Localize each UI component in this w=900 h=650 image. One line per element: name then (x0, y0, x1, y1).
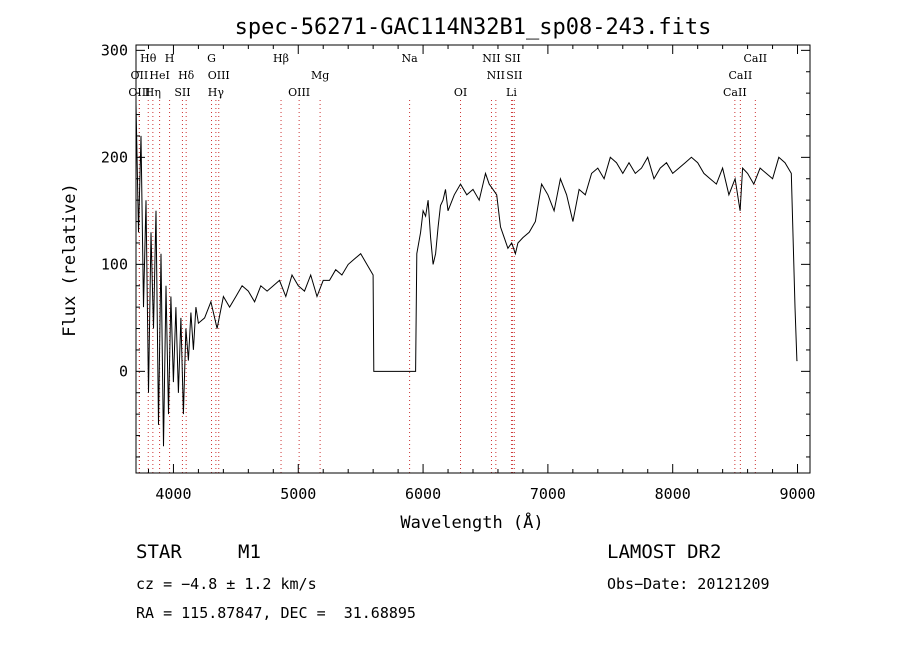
spectrum-series (135, 103, 798, 447)
y-tick-label-0: 0 (119, 362, 128, 380)
chart-title: spec-56271-GAC114N32B1_sp08-243.fits (235, 15, 712, 40)
line-marker-label-21: OI (454, 86, 467, 99)
observation-date: Obs−Date: 20121209 (607, 575, 770, 593)
x-tick-label-3: 7000 (530, 485, 566, 503)
line-marker-label-12: Mg (311, 69, 329, 82)
x-axis: 4000 5000 6000 7000 8000 9000 (147, 45, 816, 503)
line-marker-label-3: Hβ (273, 52, 289, 65)
line-marker-label-17: Hη (145, 86, 161, 99)
line-marker-label-9: HeI (149, 69, 169, 82)
line-marker-label-10: Hδ (178, 69, 195, 82)
line-marker-label-7: CaII (743, 52, 767, 65)
x-tick-label-2: 6000 (405, 485, 441, 503)
line-marker-label-2: G (207, 52, 216, 65)
redshift-cz: cz = −4.8 ± 1.2 km/s (136, 575, 317, 593)
line-marker-label-19: Hγ (208, 86, 225, 99)
y-tick-label-3: 300 (101, 41, 128, 59)
line-marker-label-5: NII (482, 52, 500, 65)
x-tick-label-1: 5000 (280, 485, 316, 503)
line-marker-label-4: Na (402, 52, 419, 65)
line-marker-label-18: SII (174, 86, 190, 99)
x-axis-label: Wavelength (Å) (400, 511, 543, 533)
line-marker-label-1: H (165, 52, 175, 65)
coordinates: RA = 115.87847, DEC = 31.68895 (136, 604, 416, 622)
line-marker-label-16: OIII (128, 86, 150, 99)
spectrum-line (135, 103, 798, 447)
line-marker-label-8: OII (131, 69, 149, 82)
line-marker-label-13: NII (487, 69, 505, 82)
line-marker-label-11: OIII (208, 69, 230, 82)
survey-label: LAMOST DR2 (607, 541, 722, 563)
y-tick-label-1: 100 (101, 255, 128, 273)
x-tick-label-0: 4000 (155, 485, 191, 503)
line-marker-label-6: SII (504, 52, 520, 65)
plot-frame (135, 44, 811, 474)
line-marker-label-22: Li (506, 86, 517, 99)
line-marker-label-20: OIII (288, 86, 310, 99)
y-axis: 0 100 200 300 (101, 41, 810, 458)
line-marker-label-14: SII (506, 69, 522, 82)
line-marker-label-23: CaII (723, 86, 747, 99)
line-marker-label-0: Hθ (140, 52, 157, 65)
x-tick-label-5: 9000 (779, 485, 815, 503)
object-subclass: M1 (238, 541, 261, 563)
x-tick-label-4: 8000 (655, 485, 691, 503)
line-marker-label-15: CaII (729, 69, 753, 82)
object-type: STAR (136, 541, 182, 563)
y-tick-label-2: 200 (101, 148, 128, 166)
y-axis-label: Flux (relative) (60, 183, 80, 337)
